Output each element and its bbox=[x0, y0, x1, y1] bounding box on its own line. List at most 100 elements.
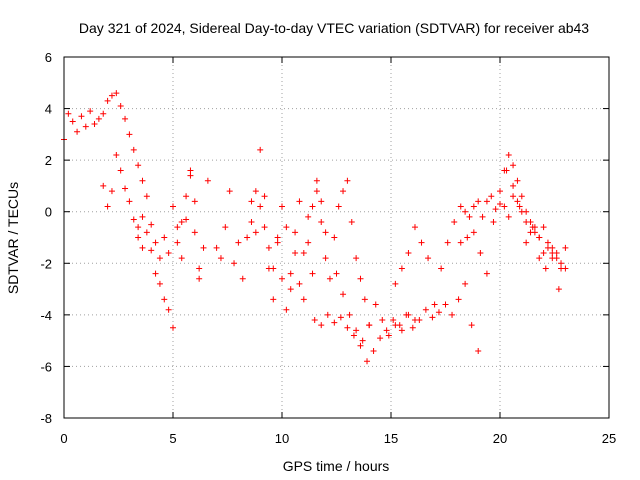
data-point bbox=[135, 224, 142, 231]
data-point bbox=[411, 224, 418, 231]
data-point bbox=[344, 177, 351, 184]
data-point bbox=[130, 216, 137, 223]
chart-title: Day 321 of 2024, Sidereal Day-to-day VTE… bbox=[79, 20, 589, 36]
data-point bbox=[562, 265, 569, 272]
data-point bbox=[359, 337, 366, 344]
data-point bbox=[204, 177, 211, 184]
data-point bbox=[385, 332, 392, 339]
data-point bbox=[468, 322, 475, 329]
data-point bbox=[174, 239, 181, 246]
data-point bbox=[451, 219, 458, 226]
data-point bbox=[377, 335, 384, 342]
data-point bbox=[183, 193, 190, 200]
data-point bbox=[431, 301, 438, 308]
data-point bbox=[126, 198, 133, 205]
data-point bbox=[505, 151, 512, 158]
data-point bbox=[457, 239, 464, 246]
data-point bbox=[497, 188, 503, 195]
data-point bbox=[510, 193, 517, 200]
data-point bbox=[100, 110, 107, 117]
data-point bbox=[108, 188, 115, 195]
data-point bbox=[305, 239, 312, 246]
data-point bbox=[449, 311, 456, 318]
data-point bbox=[514, 177, 521, 184]
data-point bbox=[370, 347, 377, 354]
data-point bbox=[292, 229, 299, 236]
data-point bbox=[544, 239, 551, 246]
data-point bbox=[287, 286, 294, 293]
data-point bbox=[296, 280, 303, 287]
data-point bbox=[405, 249, 412, 256]
data-point bbox=[562, 244, 569, 251]
data-point bbox=[379, 317, 386, 324]
data-point bbox=[409, 324, 416, 331]
data-point bbox=[257, 203, 264, 210]
data-point bbox=[117, 102, 124, 109]
data-point bbox=[104, 97, 111, 104]
y-tick-label: 4 bbox=[45, 102, 52, 117]
data-point bbox=[372, 301, 379, 308]
data-point bbox=[69, 118, 76, 125]
data-point bbox=[470, 229, 477, 236]
data-point bbox=[322, 229, 329, 236]
data-point bbox=[438, 265, 445, 272]
data-point bbox=[200, 244, 207, 251]
data-point bbox=[313, 188, 320, 195]
data-point bbox=[161, 234, 168, 241]
data-point bbox=[361, 296, 368, 303]
data-point bbox=[178, 255, 185, 262]
data-point bbox=[279, 203, 285, 210]
x-tick-label: 5 bbox=[169, 431, 176, 446]
data-point bbox=[91, 121, 98, 128]
data-point bbox=[422, 306, 429, 313]
data-point bbox=[353, 255, 360, 262]
data-point bbox=[257, 146, 264, 153]
data-point bbox=[143, 193, 150, 200]
data-point bbox=[296, 198, 303, 205]
data-point bbox=[383, 327, 390, 334]
data-point bbox=[457, 203, 464, 210]
data-point bbox=[148, 221, 155, 228]
data-point bbox=[135, 234, 142, 241]
data-point bbox=[87, 108, 94, 115]
data-point bbox=[455, 296, 462, 303]
data-point bbox=[161, 296, 168, 303]
data-point bbox=[444, 239, 451, 246]
y-tick-label: -2 bbox=[40, 256, 52, 271]
data-point bbox=[318, 198, 325, 205]
y-tick-label: -8 bbox=[40, 411, 52, 426]
data-point bbox=[483, 270, 490, 277]
data-point bbox=[122, 115, 129, 122]
data-point bbox=[165, 249, 172, 256]
data-point bbox=[529, 224, 536, 231]
data-point bbox=[357, 275, 364, 282]
data-point bbox=[492, 206, 499, 213]
data-point bbox=[322, 255, 329, 262]
data-point bbox=[333, 270, 340, 277]
data-point bbox=[108, 92, 115, 99]
data-point bbox=[261, 224, 268, 231]
data-point bbox=[191, 198, 198, 205]
data-point bbox=[337, 314, 344, 321]
data-point bbox=[222, 224, 229, 231]
data-point bbox=[95, 115, 102, 122]
data-point bbox=[555, 286, 562, 293]
data-point bbox=[331, 319, 338, 326]
y-tick-label: -4 bbox=[40, 308, 52, 323]
data-point bbox=[366, 322, 373, 329]
data-point bbox=[309, 203, 316, 210]
data-point bbox=[244, 234, 251, 241]
data-point bbox=[283, 306, 290, 313]
data-point bbox=[462, 208, 469, 215]
data-point bbox=[425, 255, 432, 262]
data-point bbox=[350, 332, 357, 339]
data-point bbox=[531, 229, 538, 236]
data-point bbox=[501, 203, 508, 210]
data-point bbox=[418, 239, 425, 246]
data-point bbox=[139, 244, 146, 251]
data-point bbox=[429, 314, 436, 321]
data-point bbox=[490, 219, 497, 226]
data-point bbox=[248, 219, 255, 226]
data-point bbox=[527, 219, 534, 226]
data-point bbox=[143, 229, 150, 236]
